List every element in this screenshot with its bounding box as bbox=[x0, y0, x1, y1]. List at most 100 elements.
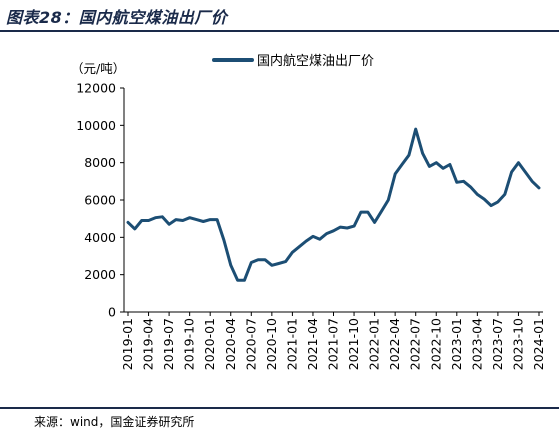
data-point bbox=[511, 171, 513, 173]
data-point bbox=[189, 217, 191, 219]
x-tick-label: 2023-10 bbox=[510, 318, 525, 370]
legend: 国内航空煤油出厂价 bbox=[212, 53, 374, 69]
data-point bbox=[483, 198, 485, 200]
data-point bbox=[312, 235, 314, 237]
data-point bbox=[476, 193, 478, 195]
data-point bbox=[182, 219, 184, 222]
data-point bbox=[490, 205, 492, 207]
data-point bbox=[326, 233, 328, 235]
data-point bbox=[339, 226, 341, 228]
data-point bbox=[148, 219, 150, 222]
y-tick-label: 0 bbox=[108, 305, 116, 320]
data-point bbox=[127, 221, 129, 223]
x-tick-label: 2021-04 bbox=[305, 318, 320, 370]
x-tick-label: 2020-10 bbox=[264, 318, 279, 370]
data-point bbox=[250, 261, 252, 264]
data-point bbox=[401, 163, 403, 166]
x-tick-label: 2022-01 bbox=[367, 318, 382, 370]
data-point bbox=[394, 173, 396, 175]
data-point bbox=[538, 187, 540, 189]
x-tick-label: 2021-07 bbox=[326, 318, 341, 370]
data-point bbox=[168, 223, 170, 225]
x-tick-label: 2020-04 bbox=[223, 318, 238, 370]
x-tick-label: 2023-01 bbox=[449, 318, 464, 370]
y-tick-label: 2000 bbox=[84, 267, 116, 282]
x-tick-label: 2024-01 bbox=[531, 318, 546, 370]
data-point bbox=[271, 264, 273, 266]
x-tick-label: 2020-01 bbox=[202, 318, 217, 370]
data-point bbox=[469, 186, 472, 188]
data-point bbox=[415, 128, 417, 130]
data-point bbox=[367, 211, 369, 213]
data-point bbox=[497, 201, 499, 203]
data-point bbox=[353, 225, 355, 227]
legend-label: 国内航空煤油出厂价 bbox=[257, 53, 374, 69]
y-tick-label: 12000 bbox=[76, 81, 116, 96]
y-axis: 0 2000 4000 6000 8000 10000 12000 bbox=[76, 81, 125, 320]
bottom-rule bbox=[0, 407, 559, 409]
x-tick-label: 2022-04 bbox=[387, 318, 402, 370]
x-tick-label: 2019-04 bbox=[141, 318, 156, 370]
data-point bbox=[202, 220, 204, 223]
x-tick-label: 2022-07 bbox=[408, 318, 423, 370]
y-tick-label: 4000 bbox=[84, 230, 116, 245]
data-point bbox=[346, 227, 348, 229]
data-point bbox=[504, 193, 506, 195]
data-point bbox=[291, 251, 293, 253]
data-point bbox=[380, 210, 383, 212]
data-point bbox=[456, 181, 458, 183]
x-tick-label: 2022-10 bbox=[428, 318, 443, 370]
data-point bbox=[298, 246, 300, 248]
x-tick-label: 2021-01 bbox=[284, 318, 299, 370]
data-point bbox=[463, 180, 465, 182]
top-rule bbox=[0, 30, 559, 32]
series-layer bbox=[126, 127, 541, 282]
data-point bbox=[175, 219, 177, 221]
data-point bbox=[237, 279, 239, 281]
data-point bbox=[517, 162, 520, 164]
x-tick-label: 2021-10 bbox=[346, 318, 361, 370]
data-point bbox=[223, 239, 225, 241]
series-line bbox=[126, 127, 541, 282]
data-point bbox=[449, 163, 451, 166]
data-point bbox=[374, 221, 376, 223]
data-point bbox=[305, 240, 307, 242]
data-point bbox=[134, 228, 136, 230]
x-tick-label: 2019-07 bbox=[161, 318, 176, 370]
data-point bbox=[319, 238, 321, 240]
x-tick-label: 2019-01 bbox=[120, 318, 135, 370]
data-point bbox=[264, 259, 266, 261]
data-point bbox=[243, 279, 245, 281]
data-point bbox=[161, 216, 163, 218]
data-point bbox=[209, 219, 211, 221]
source-note: 来源：wind，国金证券研究所 bbox=[34, 415, 195, 429]
data-point bbox=[285, 261, 287, 263]
data-point bbox=[360, 211, 362, 213]
figure-title: 图表28：国内航空煤油出厂价 bbox=[6, 8, 228, 27]
x-tick-label: 2023-04 bbox=[469, 318, 484, 370]
y-tick-label: 6000 bbox=[84, 193, 116, 208]
data-point bbox=[422, 152, 424, 154]
data-point bbox=[435, 162, 437, 164]
data-point bbox=[428, 165, 430, 167]
y-unit-label: （元/吨） bbox=[71, 61, 125, 76]
data-point bbox=[387, 199, 389, 201]
data-point bbox=[531, 180, 533, 182]
x-axis: 2019-01 2019-04 2019-07 2019-10 2020-01 2020-… bbox=[120, 311, 546, 370]
y-tick-label: 8000 bbox=[84, 155, 116, 170]
data-point bbox=[408, 154, 410, 156]
data-point bbox=[195, 219, 198, 221]
y-tick-label: 10000 bbox=[76, 118, 116, 133]
data-point bbox=[154, 217, 156, 219]
x-tick-label: 2020-07 bbox=[243, 318, 258, 370]
data-point bbox=[332, 230, 335, 232]
data-point bbox=[442, 167, 444, 169]
data-point bbox=[141, 219, 143, 222]
data-point bbox=[257, 259, 259, 261]
data-point bbox=[230, 264, 232, 266]
data-point bbox=[278, 262, 280, 265]
x-tick-label: 2019-10 bbox=[182, 318, 197, 370]
x-tick-label: 2023-07 bbox=[490, 318, 505, 370]
data-point bbox=[524, 171, 526, 173]
